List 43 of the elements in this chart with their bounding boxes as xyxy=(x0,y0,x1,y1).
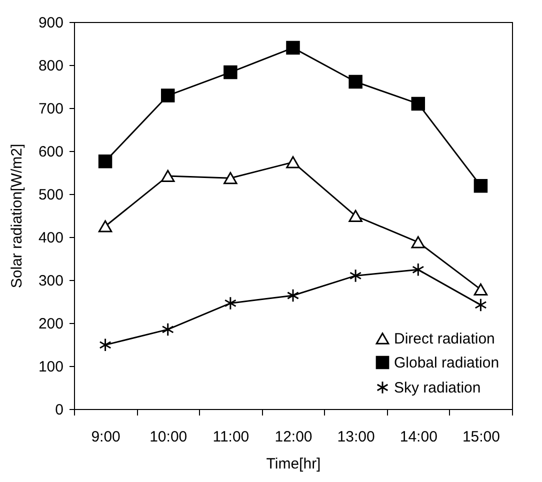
point xyxy=(162,322,174,336)
legend-label: Direct radiation xyxy=(394,330,495,348)
x-tick-label: 11:00 xyxy=(212,428,250,446)
y-tick-label: 900 xyxy=(38,14,64,32)
point xyxy=(224,296,237,310)
point xyxy=(224,172,238,184)
point xyxy=(286,288,300,302)
y-tick-label: 700 xyxy=(38,100,64,118)
x-tick-label: 10:00 xyxy=(150,428,188,446)
point xyxy=(474,178,488,193)
x-tick-label: 14:00 xyxy=(400,428,438,446)
point xyxy=(98,220,112,232)
y-tick-label: 500 xyxy=(38,186,64,204)
point xyxy=(98,154,112,168)
y-tick-label: 200 xyxy=(38,316,64,332)
y-tick-label: 300 xyxy=(38,272,64,290)
point xyxy=(474,283,488,296)
point xyxy=(286,156,300,168)
y-tick-label: 800 xyxy=(38,58,64,74)
y-axis-title: Solar radiation[W/m2] xyxy=(8,144,26,288)
point xyxy=(160,88,175,102)
point xyxy=(286,40,300,55)
legend-label: Global radiation xyxy=(394,354,500,372)
x-tick-label: 12:00 xyxy=(274,428,312,446)
point xyxy=(411,236,426,248)
y-tick-label: 600 xyxy=(38,144,64,160)
x-tick-label: 9:00 xyxy=(91,428,120,446)
point xyxy=(412,262,424,277)
y-tick-label: 0 xyxy=(55,402,64,418)
point xyxy=(224,65,238,80)
point xyxy=(99,338,112,352)
x-tick-label: 15:00 xyxy=(462,428,500,446)
x-tick-label: 13:00 xyxy=(337,428,375,446)
point xyxy=(160,170,175,182)
legend-label: Sky radiation xyxy=(394,380,481,396)
y-tick-label: 400 xyxy=(38,230,64,246)
point xyxy=(411,96,426,111)
point xyxy=(349,268,362,283)
point xyxy=(348,210,362,222)
y-tick-label: 100 xyxy=(38,358,64,376)
point xyxy=(348,74,362,89)
x-axis-title: Time[hr] xyxy=(266,456,321,472)
point xyxy=(474,298,487,312)
